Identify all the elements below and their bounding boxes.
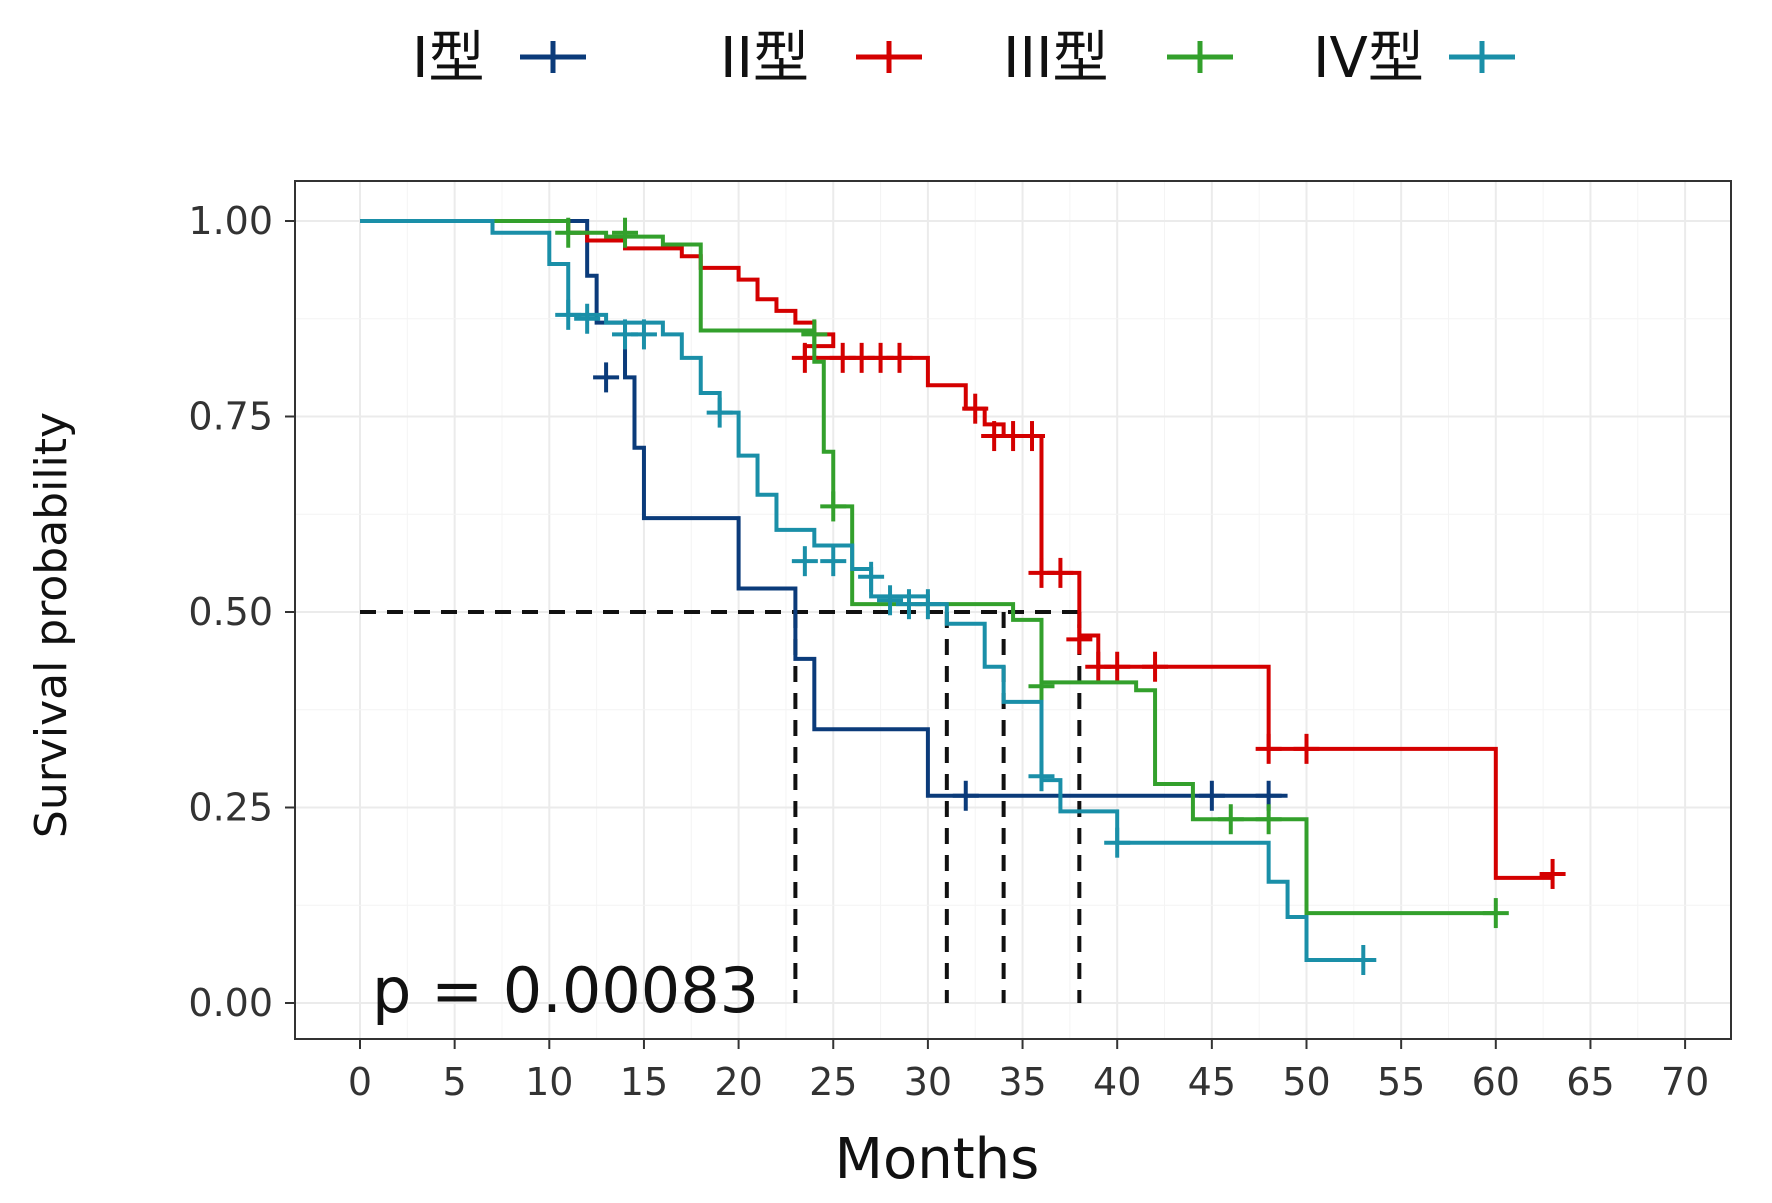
censor-mark — [1539, 858, 1566, 889]
x-tick-label: 15 — [620, 1060, 668, 1104]
censor-mark — [1028, 671, 1055, 702]
x-tick-label: 70 — [1661, 1060, 1709, 1104]
censor-mark — [1198, 780, 1225, 811]
y-tick-label: 0.50 — [188, 590, 273, 634]
y-axis: 0.00 0.25 0.50 0.75 1.00 — [188, 199, 295, 1025]
x-tick-label: 0 — [348, 1060, 372, 1104]
censor-mark — [886, 342, 913, 373]
x-tick-label: 55 — [1377, 1060, 1425, 1104]
legend: I型 II型 III型 IV型 — [412, 26, 1515, 91]
legend-label: I型 — [412, 26, 485, 91]
series-2 — [360, 219, 1566, 889]
plot-border — [294, 180, 1732, 1040]
y-tick-label: 1.00 — [188, 199, 273, 243]
censor-mark — [1255, 804, 1282, 835]
x-tick-label: 5 — [443, 1060, 467, 1104]
x-tick-label: 20 — [714, 1060, 762, 1104]
censor-mark — [1104, 827, 1131, 858]
censor-mark — [1217, 804, 1244, 835]
censor-mark — [791, 546, 818, 577]
censor-mark — [1028, 761, 1055, 792]
series-1 — [360, 219, 1288, 811]
x-axis-title: Months — [835, 1127, 1040, 1192]
x-tick-label: 25 — [809, 1060, 857, 1104]
x-tick-label: 10 — [525, 1060, 573, 1104]
x-tick-label: 40 — [1093, 1060, 1141, 1104]
censor-mark — [858, 561, 885, 592]
censor-mark — [1019, 421, 1046, 452]
censor-mark — [962, 393, 989, 424]
censor-mark — [612, 217, 639, 248]
censor-mark — [706, 397, 733, 428]
x-axis: 0 5 10 15 20 25 30 35 40 45 50 55 60 65 70 — [348, 1039, 1709, 1104]
censor-mark — [1350, 944, 1377, 975]
censor-mark — [914, 589, 941, 620]
censor-mark — [574, 303, 601, 334]
y-tick-label: 0.00 — [188, 981, 273, 1025]
x-tick-label: 50 — [1282, 1060, 1330, 1104]
y-tick-label: 0.25 — [188, 786, 273, 830]
censor-mark — [1482, 898, 1509, 929]
legend-label: II型 — [720, 26, 809, 91]
censor-mark — [1104, 651, 1131, 682]
censor-mark — [1142, 651, 1169, 682]
series-4 — [360, 219, 1377, 975]
x-tick-label: 30 — [904, 1060, 952, 1104]
x-tick-label: 35 — [998, 1060, 1046, 1104]
legend-label: III型 — [1003, 26, 1109, 91]
survival-curve — [360, 219, 1288, 798]
y-axis-title: Survival probability — [26, 412, 77, 838]
censor-mark — [1293, 733, 1320, 764]
censor-mark — [820, 546, 847, 577]
y-tick-label: 0.75 — [188, 395, 273, 439]
x-tick-label: 65 — [1566, 1060, 1614, 1104]
censor-mark — [555, 217, 582, 248]
censor-mark — [820, 491, 847, 522]
p-value-annotation: p = 0.00083 — [372, 954, 759, 1027]
censor-mark — [801, 319, 828, 350]
x-tick-label: 60 — [1472, 1060, 1520, 1104]
legend-item: I型 — [412, 26, 586, 91]
legend-item: IV型 — [1313, 26, 1515, 91]
censor-mark — [1066, 624, 1093, 655]
censor-mark — [1255, 733, 1282, 764]
censor-mark — [877, 585, 904, 616]
x-tick-label: 45 — [1188, 1060, 1236, 1104]
censor-mark — [1047, 557, 1074, 588]
censor-mark — [630, 319, 657, 350]
legend-item: II型 — [720, 26, 922, 91]
legend-label: IV型 — [1313, 26, 1424, 91]
censor-mark — [555, 299, 582, 330]
series-layer — [360, 217, 1566, 975]
censor-mark — [593, 362, 620, 393]
legend-item: III型 — [1003, 26, 1233, 91]
censor-mark — [952, 780, 979, 811]
median-lines — [360, 610, 1082, 1003]
